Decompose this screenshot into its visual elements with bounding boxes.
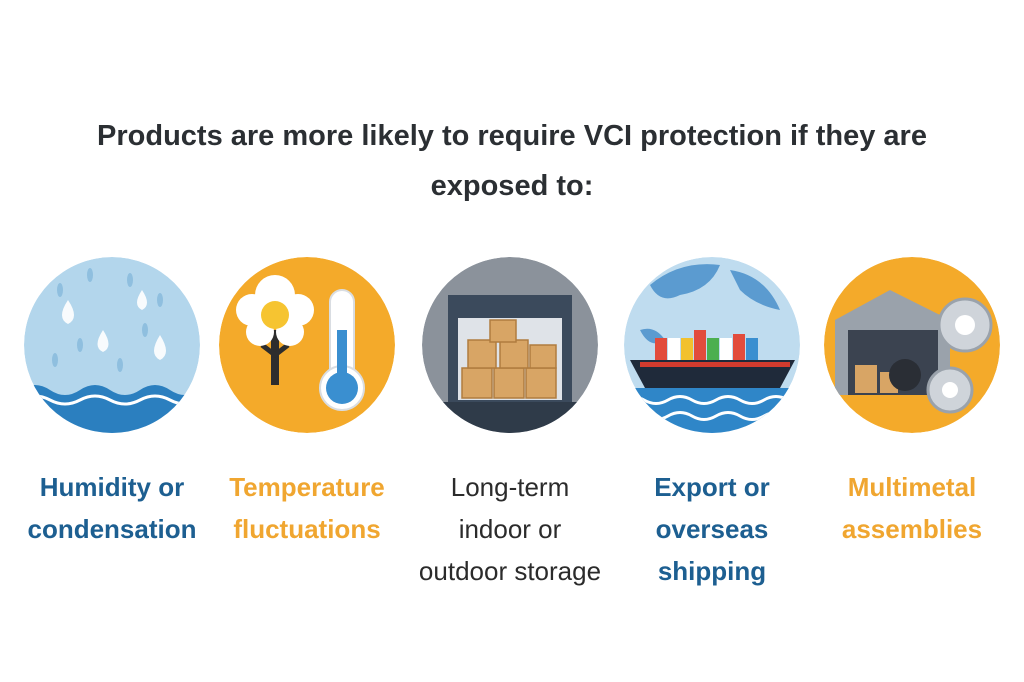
- humidity-icon: [24, 257, 200, 433]
- multimetal-icon: [824, 257, 1000, 433]
- item-label: Temperature: [229, 472, 385, 502]
- item-label: Humidity or: [40, 472, 184, 502]
- temperature-icon: [219, 257, 395, 433]
- item-label: condensation: [27, 514, 196, 544]
- shipping-icon: [624, 257, 800, 433]
- item-label: Multimetal: [848, 472, 977, 502]
- item-label: Export or: [654, 472, 770, 502]
- item-label: outdoor storage: [419, 556, 601, 586]
- storage-icon: [422, 257, 598, 433]
- title-line: Products are more likely to require VCI …: [97, 120, 927, 152]
- item-label: assemblies: [842, 514, 982, 544]
- item-label: overseas: [656, 514, 769, 544]
- item-label: indoor or: [459, 514, 562, 544]
- item-label: Long-term: [451, 472, 570, 502]
- item-label: shipping: [658, 556, 766, 586]
- item-label: fluctuations: [233, 514, 380, 544]
- title-line: exposed to:: [431, 170, 594, 202]
